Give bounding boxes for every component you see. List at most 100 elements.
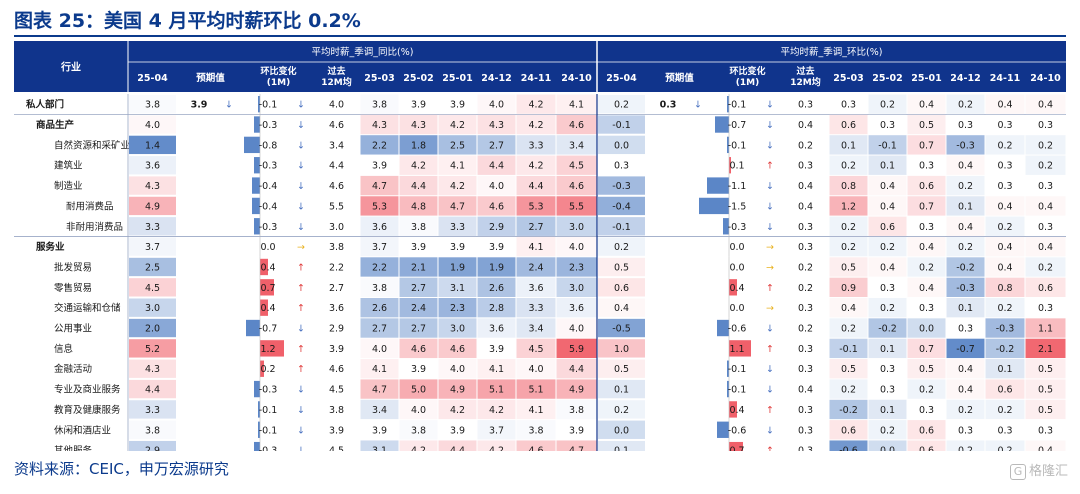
cell-bg-current — [129, 95, 176, 114]
cell-hist: 0.2 — [997, 222, 1012, 233]
cell-hist: 2.6 — [372, 303, 387, 314]
row-label: 专业及商业服务 — [54, 384, 121, 396]
cell-avg12m: 3.4 — [329, 140, 344, 151]
cell-hist: 0.4 — [880, 181, 895, 192]
cell-hist: 4.0 — [450, 364, 465, 375]
cell-hist: 0.3 — [919, 405, 934, 416]
cell-avg12m: 4.5 — [329, 385, 344, 396]
change-arrow-icon: ↓ — [766, 100, 774, 111]
cell-bg-hist — [985, 175, 1025, 196]
cell-current: 1.0 — [614, 344, 629, 355]
cell-hist: 1.8 — [411, 140, 426, 151]
cell-hist: 0.6 — [919, 425, 934, 436]
change-bar — [717, 319, 729, 337]
cell-hist: 0.4 — [958, 385, 973, 396]
cell-bg-hist — [556, 216, 597, 236]
cell-bg-hist — [1025, 277, 1066, 297]
cell-bg-hist — [556, 135, 597, 155]
cell-hist: 4.4 — [569, 364, 584, 375]
cell-bg-hist — [868, 175, 907, 196]
cell-bg-hist — [399, 196, 438, 216]
cell-bg-hist — [477, 379, 516, 399]
cell-avg12m: 0.3 — [798, 344, 813, 355]
cell-change: -0.8 — [259, 140, 278, 151]
change-arrow-icon: ↑ — [766, 446, 774, 451]
cell-hist: 4.2 — [489, 446, 504, 451]
cell-bg-hist — [516, 420, 556, 440]
cell-hist: 0.9 — [841, 283, 856, 294]
cell-bg-current — [129, 278, 176, 297]
cell-current: -0.5 — [612, 324, 631, 335]
cell-bg-hist — [438, 216, 477, 236]
cell-bg-hist — [438, 135, 477, 155]
cell-avg12m: 4.6 — [329, 120, 344, 131]
cell-hist: 0.3 — [997, 425, 1012, 436]
cell-bg-hist — [399, 155, 438, 175]
cell-bg-hist — [985, 338, 1025, 359]
change-arrow-icon: → — [766, 242, 774, 253]
cell-current: 4.4 — [145, 385, 160, 396]
change-arrow-icon: → — [766, 262, 774, 273]
change-arrow-icon: ↓ — [766, 364, 774, 375]
cell-bg-hist — [946, 298, 985, 318]
cell-bg-hist — [516, 114, 556, 135]
cell-bg-hist — [556, 114, 597, 135]
change-arrow-icon: ↓ — [766, 324, 774, 335]
cell-bg-hist — [985, 379, 1025, 399]
row-label: 制造业 — [54, 180, 83, 192]
cell-current: 3.3 — [145, 222, 160, 233]
source-note: 资料来源：CEIC，申万宏源研究 — [14, 460, 229, 478]
cell-change: -0.1 — [728, 100, 747, 111]
cell-bg-hist — [477, 277, 516, 297]
cell-hist: 0.2 — [958, 242, 973, 253]
cell-bg-hist — [907, 379, 946, 399]
cell-bg-hist — [946, 155, 985, 175]
row-label: 自然资源和采矿业 — [54, 139, 130, 151]
cell-bg-hist — [907, 257, 946, 277]
cell-bg-hist — [868, 196, 907, 216]
cell-current: 0.6 — [614, 283, 629, 294]
cell-avg12m: 4.5 — [329, 446, 344, 451]
cell-avg12m: 3.8 — [329, 405, 344, 416]
cell-current: 0.4 — [614, 303, 629, 314]
cell-bg-current — [598, 339, 645, 358]
cell-bg-hist — [399, 277, 438, 297]
cell-bg-hist — [868, 338, 907, 359]
cell-hist: 3.9 — [489, 242, 504, 253]
cell-hist: 0.6 — [919, 181, 934, 192]
cell-hist: 4.6 — [489, 201, 504, 212]
cell-bg-hist — [985, 196, 1025, 216]
cell-bg-current — [598, 400, 645, 419]
cell-hist: 3.8 — [528, 425, 543, 436]
change-arrow-icon: → — [297, 242, 305, 253]
cell-bg-current — [598, 217, 645, 236]
cell-hist: 4.6 — [569, 120, 584, 131]
cell-bg-hist — [985, 420, 1025, 440]
cell-hist: -0.2 — [878, 324, 897, 335]
row-label: 公用事业 — [54, 323, 92, 335]
cell-hist: 4.4 — [411, 181, 426, 192]
cell-bg-hist — [1025, 155, 1066, 175]
cell-bg-hist — [438, 257, 477, 277]
cell-hist: 4.5 — [569, 161, 584, 172]
cell-bg-hist — [556, 359, 597, 379]
cell-bg-hist — [556, 399, 597, 420]
change-bar — [727, 136, 729, 154]
change-arrow-icon: ↓ — [766, 385, 774, 396]
change-bar — [729, 441, 743, 451]
cell-hist: 0.2 — [841, 222, 856, 233]
cell-bg-hist — [907, 298, 946, 318]
cell-bg-hist — [516, 135, 556, 155]
cell-bg-current — [598, 440, 645, 451]
cell-hist: 0.4 — [1038, 242, 1053, 253]
cell-bg-hist — [556, 338, 597, 359]
cell-bg-hist — [985, 298, 1025, 318]
cell-bg-hist — [1025, 175, 1066, 196]
cell-current: 0.2 — [614, 100, 629, 111]
change-bar — [254, 441, 260, 451]
cell-bg-hist — [516, 196, 556, 216]
row-label: 批发贸易 — [54, 261, 92, 273]
cell-expected: 0.3 — [660, 100, 677, 111]
cell-bg-hist — [946, 216, 985, 236]
cell-bg-hist — [477, 440, 516, 451]
